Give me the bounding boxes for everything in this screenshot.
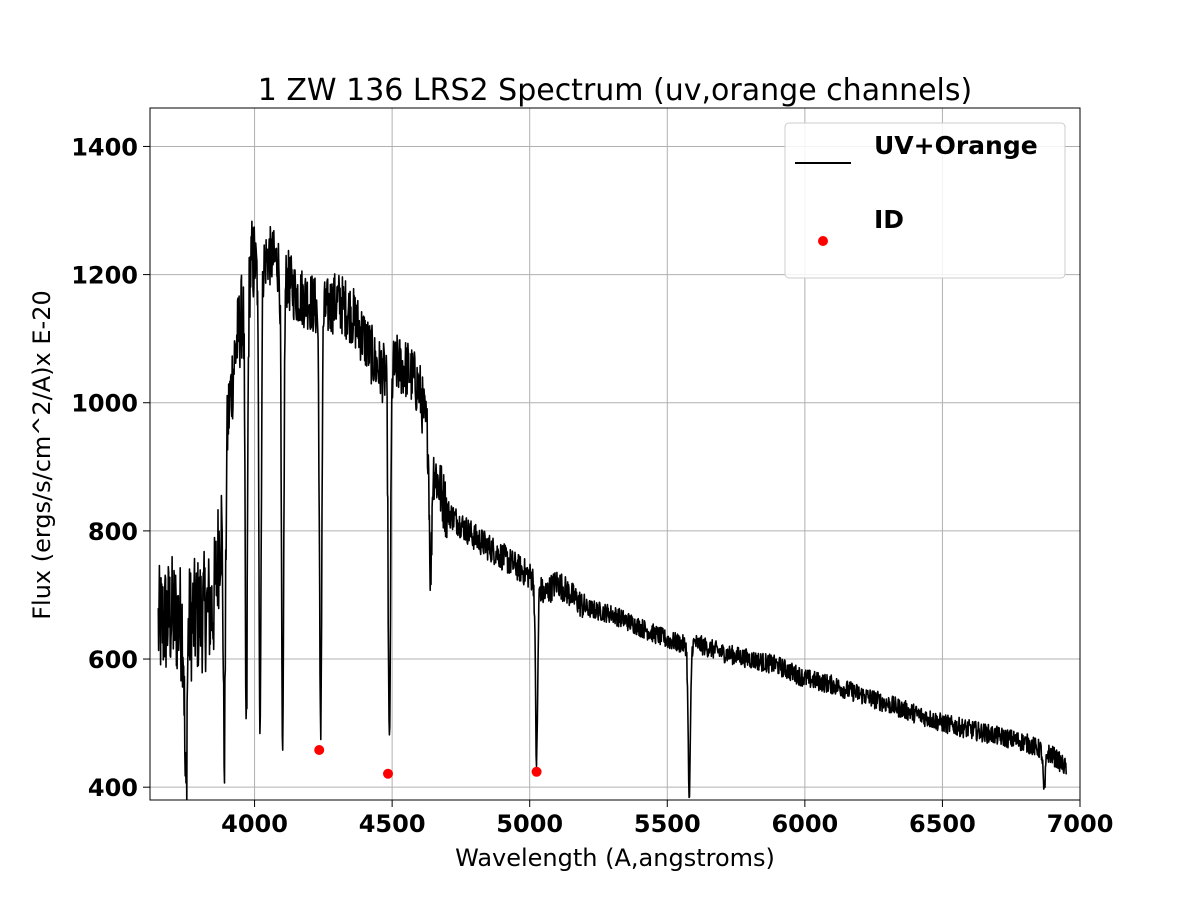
x-tick-label: 5500 xyxy=(634,810,701,838)
chart-title: 1 ZW 136 LRS2 Spectrum (uv,orange channe… xyxy=(258,73,972,108)
plot-frame xyxy=(149,107,1081,801)
legend-box xyxy=(784,122,1066,279)
y-tick-label: 1000 xyxy=(71,390,138,418)
x-tick-label: 5000 xyxy=(496,810,563,838)
y-tick-label: 800 xyxy=(88,518,138,546)
plot-series xyxy=(157,220,1067,800)
legend-label-uv-orange: UV+Orange xyxy=(874,131,1038,160)
x-tick-label: 6500 xyxy=(909,810,976,838)
id-point xyxy=(531,766,542,777)
y-tick-label: 600 xyxy=(88,646,138,674)
legend-marker-id xyxy=(818,236,828,246)
id-point xyxy=(383,768,394,779)
id-point xyxy=(314,745,325,756)
spectrum-line-uv-orange xyxy=(157,220,1067,800)
x-tick-label: 7000 xyxy=(1047,810,1114,838)
legend: UV+Orange ID xyxy=(784,122,1066,279)
x-tick-label: 4500 xyxy=(359,810,426,838)
x-axis-label: Wavelength (A,angstroms) xyxy=(455,844,775,872)
grid-lines xyxy=(150,108,1081,800)
legend-label-id: ID xyxy=(874,205,904,234)
y-tick-label: 1200 xyxy=(71,262,138,290)
y-tick-label: 1400 xyxy=(71,133,138,161)
x-tick-label: 6000 xyxy=(771,810,838,838)
y-tick-label: 400 xyxy=(88,774,138,802)
x-tick-label: 4000 xyxy=(221,810,288,838)
axis-ticks: 4000 4500 5000 5500 6000 6500 7000 400 600 800 100… xyxy=(71,133,1113,838)
y-axis-label: Flux (ergs/s/cm^2/A)x E-20 xyxy=(28,290,56,620)
